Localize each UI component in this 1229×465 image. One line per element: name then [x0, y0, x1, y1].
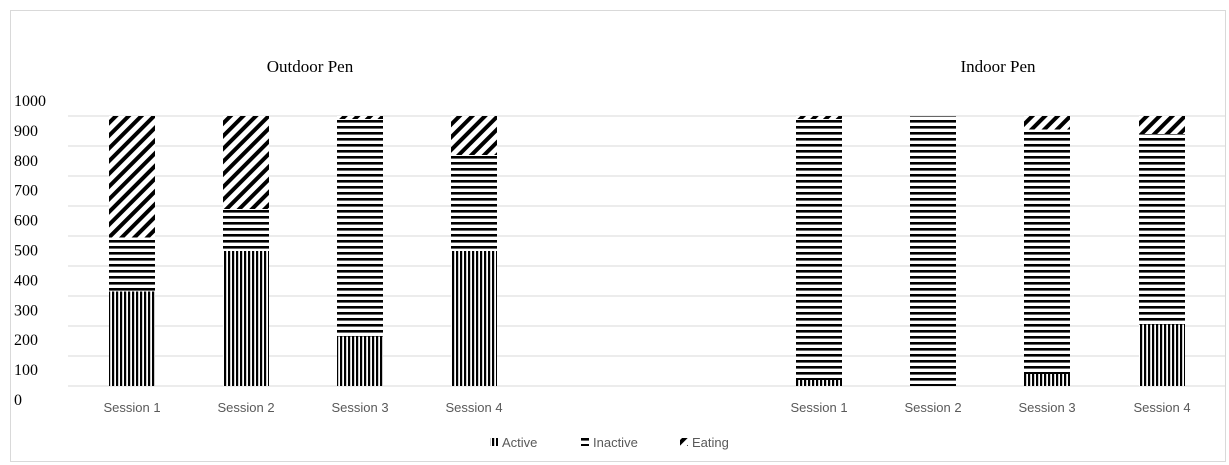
bar-segment-eating [1024, 116, 1070, 130]
x-category-label: Session 2 [904, 400, 961, 415]
bar-segment-inactive [223, 209, 269, 251]
legend-swatch-eating [680, 438, 688, 446]
bar-segment-inactive [910, 116, 956, 386]
x-category-label: Session 2 [217, 400, 274, 415]
x-axis-categories: Session 1 Session 2 Session 3 Session 4 Sess… [103, 400, 1190, 415]
legend-swatch-inactive [581, 438, 589, 446]
y-tick-label: 900 [14, 123, 38, 140]
bar-segment-eating [337, 116, 383, 119]
y-tick-label: 300 [14, 302, 38, 319]
bar-segment-eating [1139, 116, 1185, 134]
y-tick-label: 600 [14, 213, 38, 230]
bar-segment-active [796, 380, 842, 386]
bar-segment-inactive [451, 155, 497, 251]
y-tick-label: 0 [14, 392, 22, 409]
x-category-label: Session 1 [790, 400, 847, 415]
x-category-label: Session 3 [1018, 400, 1075, 415]
panel-titles: Outdoor Pen Indoor Pen [267, 57, 1036, 76]
x-category-label: Session 3 [331, 400, 388, 415]
bar-segment-inactive [796, 119, 842, 380]
legend-swatch-active [490, 438, 498, 446]
bar-segment-active [109, 291, 155, 386]
bar-segment-active [451, 251, 497, 386]
y-tick-label: 200 [14, 332, 38, 349]
legend-label: Active [502, 435, 537, 450]
x-category-label: Session 4 [1133, 400, 1190, 415]
y-tick-label: 800 [14, 153, 38, 170]
y-tick-label: 1000 [14, 93, 46, 110]
bar-segment-eating [796, 116, 842, 119]
panel-title: Outdoor Pen [267, 57, 354, 76]
panel-title: Indoor Pen [960, 57, 1036, 76]
bar-segment-inactive [1139, 134, 1185, 325]
bar-segment-eating [109, 116, 155, 238]
y-tick-label: 700 [14, 183, 38, 200]
legend-label: Inactive [593, 435, 638, 450]
legend: Active Inactive Eating [490, 435, 729, 450]
bar-segment-active [337, 336, 383, 386]
x-category-label: Session 1 [103, 400, 160, 415]
y-tick-label: 500 [14, 243, 38, 260]
bar-segment-active [1024, 374, 1070, 386]
bar-segment-inactive [1024, 129, 1070, 374]
bar-segment-eating [451, 116, 497, 155]
bar-segment-active [223, 251, 269, 386]
legend-label: Eating [692, 435, 729, 450]
y-tick-label: 400 [14, 272, 38, 289]
bar-segment-eating [223, 116, 269, 209]
bar-segment-active [1139, 324, 1185, 386]
bar-segment-inactive [337, 119, 383, 337]
x-category-label: Session 4 [445, 400, 502, 415]
bar-segment-inactive [109, 237, 155, 292]
bars [109, 116, 1185, 386]
y-tick-label: 100 [14, 362, 38, 379]
y-axis-ticks: 0 100 200 300 400 500 600 700 800 900 1000 [14, 93, 46, 409]
